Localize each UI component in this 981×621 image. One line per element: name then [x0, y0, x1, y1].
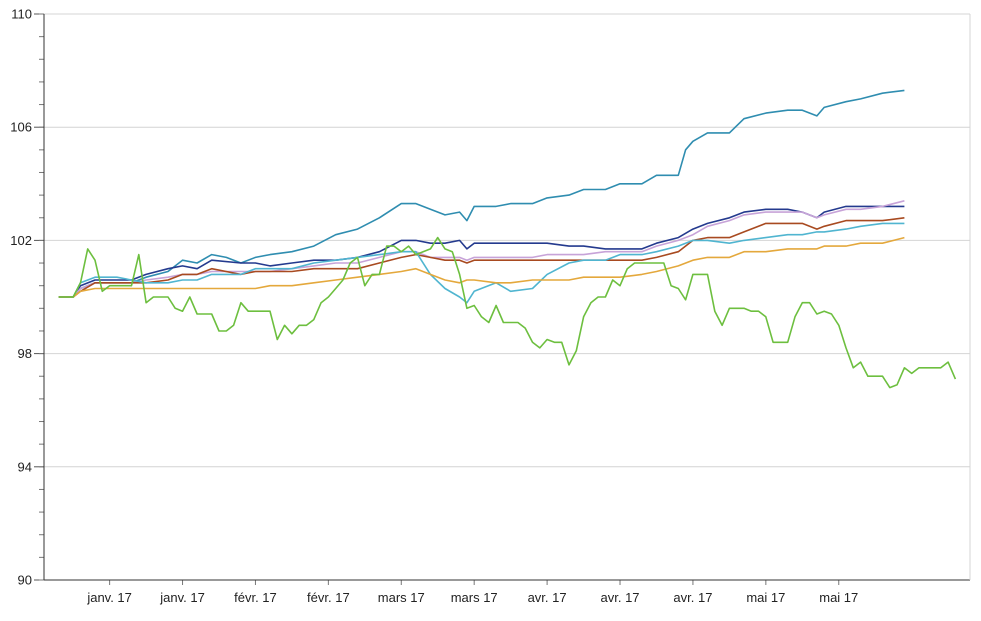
- series-line-6: [58, 236, 957, 389]
- x-tick-label-7: avr. 17: [601, 590, 640, 605]
- x-tick-label-2: févr. 17: [234, 590, 277, 605]
- series-line-0: [58, 89, 905, 298]
- y-tick-label-2: 98: [18, 346, 32, 361]
- y-tick-label-1: 94: [18, 459, 32, 474]
- series-line-2: [58, 200, 905, 298]
- x-axis-tick-labels: janv. 17 janv. 17 févr. 17 févr. 17 mars 17 m…: [86, 580, 858, 605]
- x-tick-label-10: mai 17: [819, 590, 858, 605]
- y-tick-label-0: 90: [18, 573, 32, 588]
- y-tick-label-5: 110: [11, 7, 32, 22]
- gridlines: [44, 13, 970, 468]
- x-tick-label-0: janv. 17: [86, 590, 132, 605]
- y-axis-minor-ticks: [34, 13, 44, 581]
- series-line-1: [58, 205, 905, 298]
- x-tick-label-8: avr. 17: [673, 590, 712, 605]
- y-tick-label-4: 106: [10, 120, 32, 135]
- axes: [43, 14, 971, 581]
- x-tick-label-6: avr. 17: [528, 590, 567, 605]
- series-line-5: [58, 236, 905, 298]
- x-tick-label-1: janv. 17: [159, 590, 205, 605]
- x-tick-label-5: mars 17: [451, 590, 498, 605]
- x-tick-label-9: mai 17: [746, 590, 785, 605]
- series-line-4: [58, 222, 905, 304]
- y-tick-label-3: 102: [10, 233, 32, 248]
- x-tick-label-3: févr. 17: [307, 590, 350, 605]
- x-tick-label-4: mars 17: [378, 590, 425, 605]
- series-lines: [58, 89, 957, 389]
- y-axis-tick-labels: 90 94 98 102 106 110: [10, 7, 32, 588]
- series-line-3: [58, 217, 905, 298]
